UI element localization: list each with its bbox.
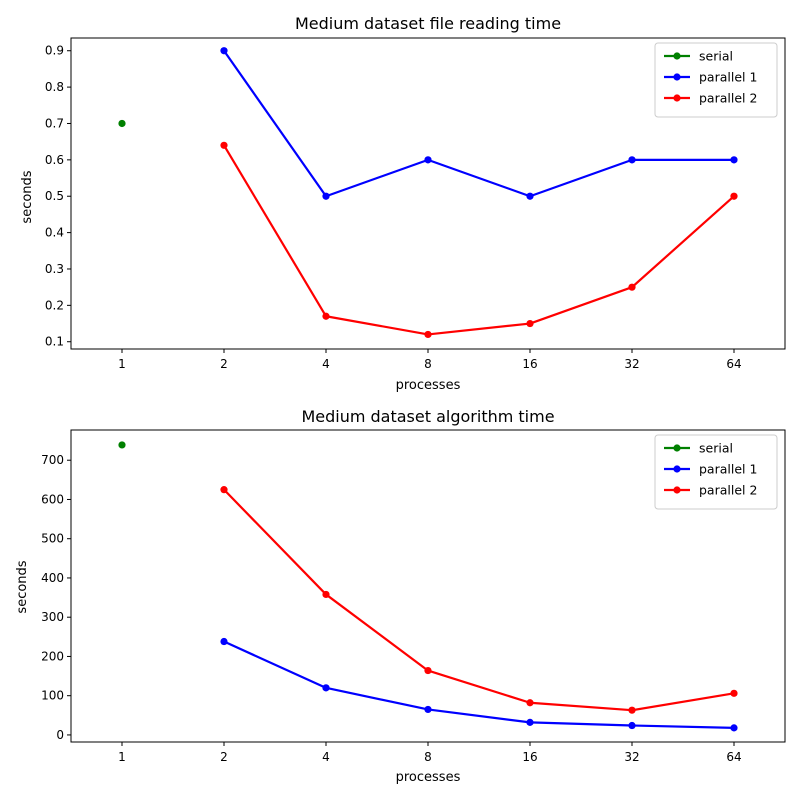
data-point [628,156,636,164]
y-tick-label: 0.4 [45,226,64,240]
data-point [322,192,330,200]
x-tick-label: 4 [322,750,330,764]
data-point [220,486,228,494]
x-axis-label: processes [396,770,461,785]
y-tick-label: 300 [41,610,64,624]
x-tick-label: 64 [726,750,741,764]
y-axis-label: seconds [15,560,30,613]
data-point [628,283,636,291]
data-point [322,312,330,320]
data-point [526,192,534,200]
series-line [223,640,735,729]
x-tick-label: 8 [424,750,432,764]
legend-label: parallel 2 [699,91,757,106]
x-tick-label: 1 [118,357,126,371]
x-axis-label: processes [396,378,461,393]
legend-label: serial [699,49,733,64]
legend-label: parallel 1 [699,70,757,85]
legend-swatch-marker [673,52,681,60]
data-point [424,666,432,675]
x-tick-label: 2 [220,357,228,371]
chart-title: Medium dataset file reading time [295,14,561,33]
data-point [424,156,432,164]
plot-area: 1 2 4 8 16 32 64 0.1 0.2 0.3 0.4 0.5 0.6 0.7 0.8 0.9 ser… [45,37,786,371]
y-tick-label: 400 [41,571,64,585]
data-point [220,47,228,55]
x-tick-label: 16 [522,357,537,371]
x-tick-label: 32 [624,357,639,371]
data-point [730,156,738,164]
y-tick-label: 0.5 [45,189,64,203]
x-tick-label: 8 [424,357,432,371]
data-point [220,141,228,149]
y-tick-label: 0.3 [45,262,64,276]
data-point [628,721,636,730]
x-tick-label: 2 [220,750,228,764]
y-tick-label: 0.9 [45,44,64,58]
y-tick-label: 0.7 [45,116,64,130]
data-point [424,705,432,714]
data-point [220,637,228,646]
x-tick-label: 16 [522,750,537,764]
data-point [526,718,534,726]
legend-swatch-marker [673,73,681,81]
legend-swatch-marker [673,94,681,102]
y-tick-label: 0 [56,728,64,742]
chart-title: Medium dataset algorithm time [301,407,554,426]
chart-algorithm-time: Medium dataset algorithm time processes … [15,407,786,785]
y-tick-label: 500 [41,532,64,546]
y-tick-label: 0.8 [45,80,64,94]
chart-file-reading-time: Medium dataset file reading time process… [20,14,786,393]
y-tick-label: 600 [41,492,64,506]
legend-label: serial [699,441,733,456]
series-line [223,144,735,336]
data-point [118,119,126,128]
data-point [628,706,636,714]
data-point [322,590,330,599]
x-tick-label: 64 [726,357,741,371]
series-line [223,488,735,712]
y-axis-label: seconds [20,170,35,223]
data-point [730,192,738,200]
data-point [730,689,738,697]
legend-swatch-marker [673,465,681,473]
data-point [526,699,534,707]
x-tick-label: 4 [322,357,330,371]
y-tick-label: 0.6 [45,153,64,167]
y-tick-label: 200 [41,649,64,663]
data-point [526,319,534,328]
legend-label: parallel 1 [699,462,757,477]
y-tick-label: 0.2 [45,298,64,312]
data-point [118,441,126,449]
data-point [730,724,738,732]
legend-swatch-marker [673,486,681,494]
series-line [223,50,734,198]
data-point [322,684,330,692]
x-tick-label: 32 [624,750,639,764]
legend-swatch-marker [673,444,681,452]
plot-area: 1 2 4 8 16 32 64 0 100 200 300 400 500 600 700 serial pa… [41,429,786,764]
y-tick-label: 100 [41,689,64,703]
y-tick-label: 700 [41,453,64,467]
y-tick-label: 0.1 [45,335,64,349]
legend-label: parallel 2 [699,483,757,498]
data-point [424,330,432,339]
x-tick-label: 1 [118,750,126,764]
